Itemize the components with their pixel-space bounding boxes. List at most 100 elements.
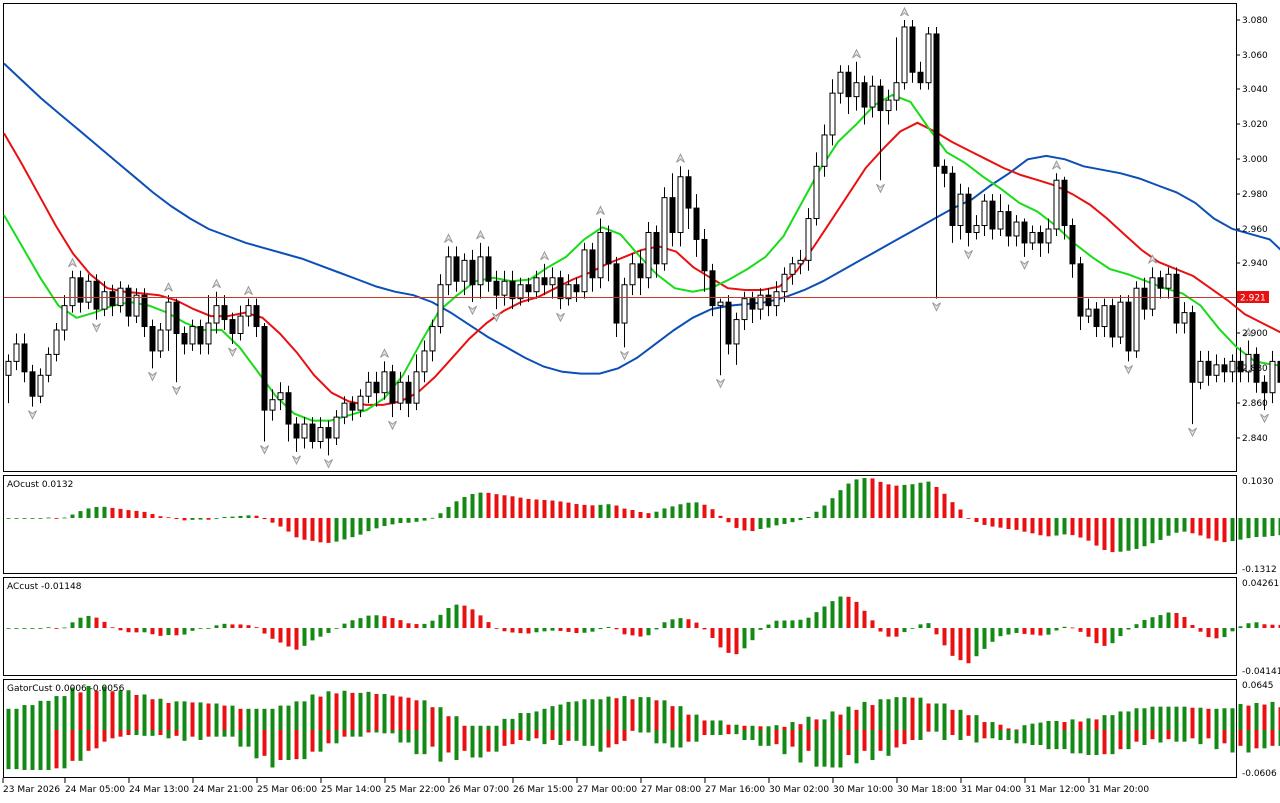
ao-bar (47, 518, 51, 519)
bull-candle (206, 323, 211, 344)
ao-bar (967, 518, 971, 519)
bear-candle (750, 299, 755, 309)
gator-lower-bar (239, 730, 243, 747)
ac-bar (135, 628, 139, 632)
ao-bar (39, 518, 43, 519)
gator-lower-bar (119, 730, 123, 737)
ac-bar (1223, 628, 1227, 637)
price-tick-label: 2.980 (1242, 190, 1268, 200)
ao-bar (527, 499, 531, 518)
ao-bar (679, 504, 683, 518)
bull-candle (342, 403, 347, 417)
time-tick-label: 25 Mar 06:00 (257, 785, 317, 795)
gator-upper-bar (847, 707, 851, 730)
gator-lower-bar (135, 730, 139, 735)
gator-lower-bar (1119, 730, 1123, 749)
bear-candle (910, 27, 915, 72)
ac-bar (615, 628, 619, 629)
bull-candle (902, 27, 907, 83)
ac-bar (751, 628, 755, 640)
bull-candle (622, 285, 627, 323)
gator-upper-bar (23, 705, 27, 730)
ao-bar (727, 518, 731, 522)
gator-upper-bar (1223, 708, 1227, 730)
ac-bar (543, 628, 547, 631)
gator-lower-bar (183, 730, 187, 741)
ao-bar (391, 518, 395, 524)
ac-bar (1183, 617, 1187, 628)
ao-bar (1255, 518, 1259, 537)
gator-upper-bar (567, 702, 571, 730)
ao-bar (287, 518, 291, 532)
gator-upper-bar (951, 710, 955, 730)
bear-candle (942, 166, 947, 173)
bull-candle (630, 264, 635, 285)
main-price-panel[interactable] (4, 4, 1237, 472)
bull-candle (334, 417, 339, 438)
ac-bar (503, 628, 507, 631)
ao-bar (55, 518, 59, 519)
ac-bar (647, 628, 651, 635)
bull-candle (422, 351, 427, 372)
gator-lower-bar (415, 730, 419, 754)
gator-upper-bar (223, 706, 227, 730)
gator-upper-bar (1207, 709, 1211, 730)
gator-upper-bar (311, 694, 315, 730)
ao-bar (303, 518, 307, 540)
gator-lower-bar (1199, 730, 1203, 744)
bull-candle (790, 264, 795, 274)
ao-bar (959, 509, 963, 518)
bull-candle (814, 166, 819, 218)
gator-upper-bar (927, 703, 931, 730)
ac-bar (791, 620, 795, 628)
gator-upper-bar (319, 697, 323, 730)
bull-candle (102, 292, 107, 309)
gator-upper-bar (351, 693, 355, 730)
bull-candle (886, 100, 891, 110)
gator-upper-bar (279, 706, 283, 730)
bull-candle (774, 292, 779, 306)
bull-candle (270, 400, 275, 410)
ao-bar (1263, 518, 1267, 537)
gator-lower-bar (367, 730, 371, 733)
gator-upper-bar (767, 726, 771, 730)
ao-bar (1039, 518, 1043, 535)
price-tick-label: 3.080 (1242, 16, 1268, 26)
ao-bar (23, 518, 27, 519)
bear-candle (862, 83, 867, 107)
gator-lower-bar (1039, 730, 1043, 745)
ao-bar (463, 497, 467, 518)
ao-bar (1175, 518, 1179, 533)
ao-bar (1231, 518, 1235, 541)
ao-bar (1111, 518, 1115, 552)
gator-upper-bar (983, 722, 987, 730)
ac-bar (343, 624, 347, 628)
ac-panel[interactable] (4, 578, 1237, 676)
ao-bar (991, 518, 995, 527)
ao-bar (863, 478, 867, 518)
gator-upper-bar (743, 726, 747, 730)
ac-bar (775, 621, 779, 628)
bull-candle (86, 281, 91, 302)
ac-bar (519, 628, 523, 633)
ac-bar (1015, 628, 1019, 633)
ac-bar (359, 618, 363, 628)
bear-candle (222, 306, 227, 320)
price-tick-label: 3.040 (1242, 85, 1268, 95)
gator-upper-bar (1071, 719, 1075, 730)
ao-bar (1271, 518, 1275, 536)
bull-candle (214, 306, 219, 323)
gator-lower-bar (215, 730, 219, 737)
gator-lower-bar (895, 730, 899, 748)
ao-bar (943, 494, 947, 518)
bull-candle (1030, 232, 1035, 242)
ao-bar (1007, 518, 1011, 529)
gator-panel[interactable] (4, 680, 1237, 778)
bull-candle (54, 330, 59, 354)
ao-panel[interactable] (4, 476, 1237, 574)
ao-bar (551, 501, 555, 518)
ao-bar (871, 478, 875, 518)
gator-upper-bar (1231, 708, 1235, 730)
ac-bar (927, 623, 931, 628)
gator-upper-bar (735, 725, 739, 730)
